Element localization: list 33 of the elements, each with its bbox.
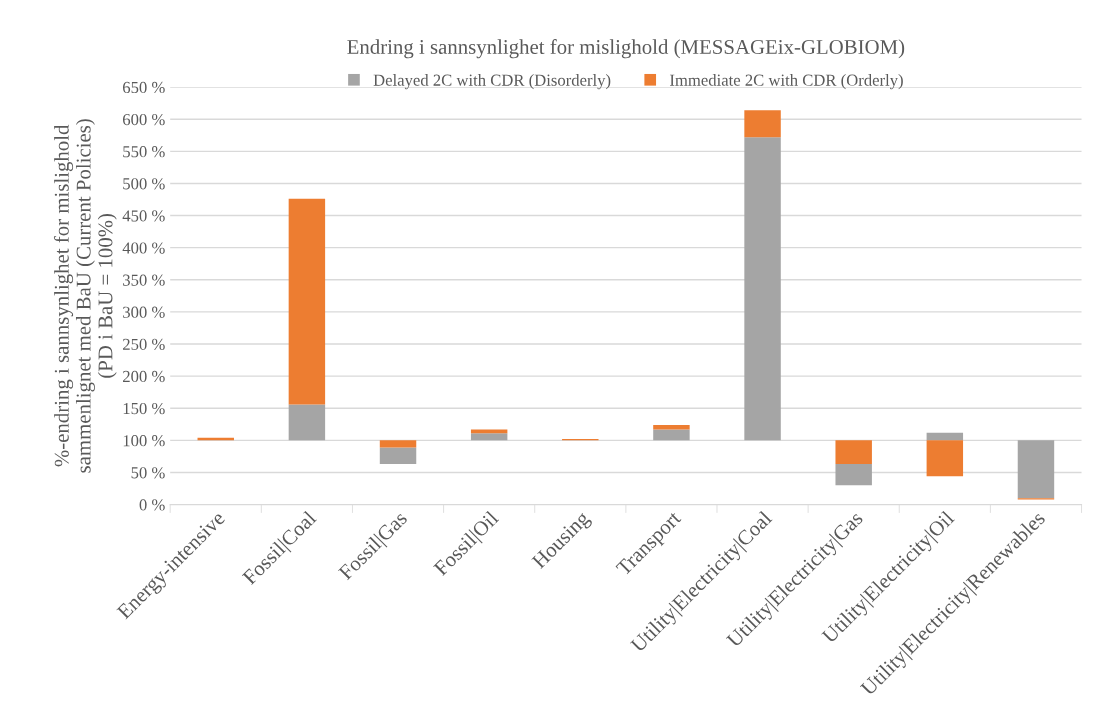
legend-label: Delayed 2C with CDR (Disorderly): [373, 74, 611, 90]
bar: [1017, 440, 1055, 499]
y-tick-label: 250 %: [123, 338, 165, 351]
y-tick-label: 150 %: [123, 402, 165, 415]
y-axis-title: %-endring i sannsynlighet for mislighold sammenlignet med BaU (Current Policies) (PD i BaU = 100%): [53, 119, 117, 473]
bar: [835, 440, 872, 465]
y-tick-label: 100 %: [123, 435, 165, 447]
chart-title: Endring i sannsynlighet for mislighold (MESSAGEix-GLOBIOM): [347, 39, 905, 59]
bar: [379, 447, 417, 465]
y-tick-label: 200 %: [123, 370, 165, 383]
y-tick-label: 50 %: [131, 467, 165, 479]
y-tick-label: 450 %: [122, 210, 165, 222]
y-tick-label: 550 %: [123, 146, 165, 158]
bar: [470, 433, 508, 441]
legend-label: Immediate 2C with CDR (Orderly): [669, 74, 903, 90]
y-tick-label: 300 %: [123, 306, 165, 318]
bar: [926, 440, 964, 477]
bar: [744, 137, 781, 441]
bar: [835, 464, 872, 486]
y-tick-label: 350 %: [123, 274, 165, 286]
bar: [470, 429, 508, 434]
y-tick-label: 500 %: [123, 178, 165, 190]
bar: [288, 404, 326, 441]
y-tick-label: 400 %: [122, 242, 165, 254]
bar: [379, 440, 417, 448]
bar: [653, 424, 690, 430]
bar: [926, 432, 964, 441]
bar: [288, 198, 326, 405]
y-tick-label: 600 %: [123, 113, 165, 126]
bar: [744, 110, 781, 138]
y-tick-label: 650 %: [123, 81, 165, 94]
bar: [653, 429, 690, 441]
y-tick-label: 0 %: [139, 499, 165, 511]
